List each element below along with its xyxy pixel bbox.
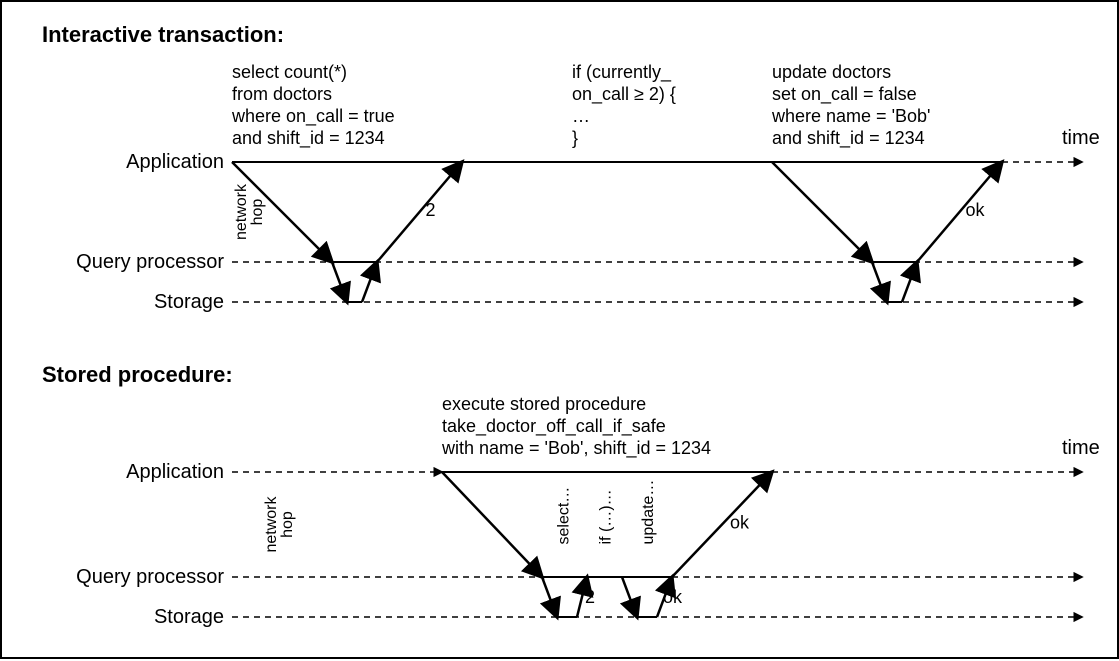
svg-text:Interactive transaction:: Interactive transaction:	[42, 22, 284, 47]
svg-text:if (currently_: if (currently_	[572, 62, 672, 83]
svg-text:if (…)…: if (…)…	[598, 489, 615, 544]
svg-text:Application: Application	[126, 151, 224, 173]
svg-text:…: …	[572, 106, 590, 126]
svg-text:}: }	[572, 128, 578, 148]
svg-text:with name = 'Bob', shift_id =: with name = 'Bob', shift_id = 1234	[441, 438, 711, 459]
svg-text:2: 2	[426, 200, 436, 220]
svg-text:Stored procedure:: Stored procedure:	[42, 362, 233, 387]
svg-text:Storage: Storage	[154, 606, 224, 628]
svg-text:networkhop: networkhop	[263, 495, 296, 552]
svg-text:2: 2	[585, 587, 595, 607]
svg-text:select count(*): select count(*)	[232, 62, 347, 82]
svg-text:time: time	[1062, 127, 1100, 149]
svg-text:set on_call = false: set on_call = false	[772, 84, 917, 105]
svg-text:select…: select…	[556, 487, 573, 545]
svg-text:where on_call = true: where on_call = true	[231, 106, 395, 127]
svg-text:Query processor: Query processor	[76, 251, 224, 273]
svg-text:execute stored procedure: execute stored procedure	[442, 394, 646, 414]
svg-text:ok: ok	[663, 587, 683, 607]
svg-text:from doctors: from doctors	[232, 84, 332, 104]
diagram-frame: Interactive transaction: Application Query…	[0, 0, 1119, 659]
svg-text:update doctors: update doctors	[772, 62, 891, 82]
svg-text:Query processor: Query processor	[76, 566, 224, 588]
svg-text:Storage: Storage	[154, 291, 224, 313]
svg-text:and shift_id = 1234: and shift_id = 1234	[772, 128, 925, 149]
svg-text:where name = 'Bob': where name = 'Bob'	[771, 106, 930, 126]
diagram-svg: Interactive transaction: Application Query…	[2, 2, 1119, 661]
svg-text:and shift_id = 1234: and shift_id = 1234	[232, 128, 385, 149]
svg-text:Application: Application	[126, 461, 224, 483]
svg-text:ok: ok	[966, 200, 986, 220]
svg-text:ok: ok	[730, 513, 750, 533]
svg-text:on_call ≥ 2) {: on_call ≥ 2) {	[572, 84, 676, 105]
svg-text:take_doctor_off_call_if_safe: take_doctor_off_call_if_safe	[442, 416, 666, 437]
svg-text:update…: update…	[640, 480, 657, 545]
svg-text:time: time	[1062, 437, 1100, 459]
